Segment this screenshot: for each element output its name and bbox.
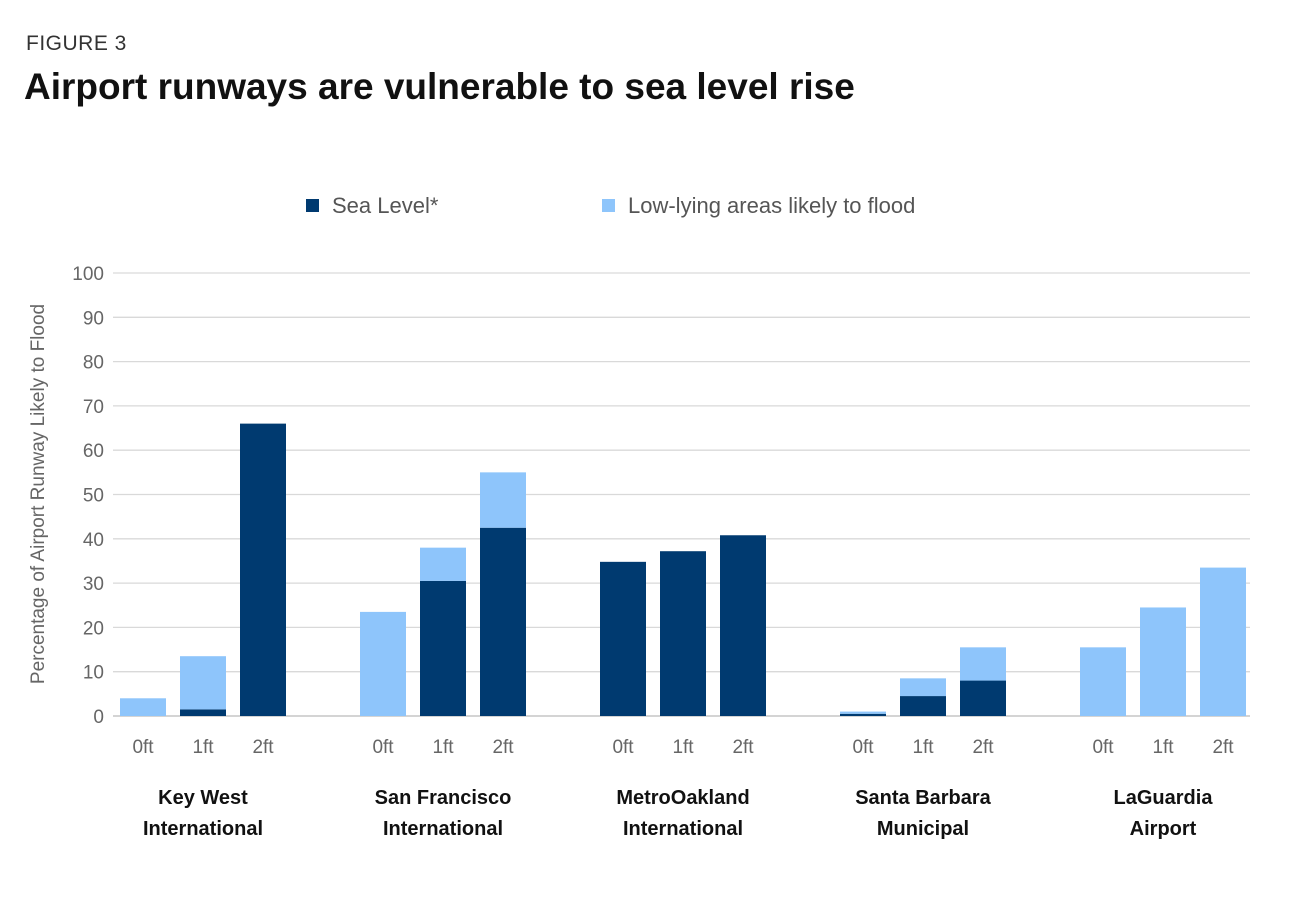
legend-swatch bbox=[602, 199, 615, 212]
y-tick-label: 90 bbox=[83, 308, 104, 329]
group-label: San Francisco bbox=[375, 787, 512, 809]
chart-title: Airport runways are vulnerable to sea le… bbox=[24, 66, 855, 107]
group-label: Santa Barbara bbox=[855, 787, 991, 809]
bar-low-lying bbox=[180, 656, 226, 710]
group-label: LaGuardia bbox=[1114, 787, 1214, 809]
x-tick-label: 0ft bbox=[852, 737, 874, 758]
y-tick-label: 0 bbox=[93, 707, 104, 728]
legend-label: Low-lying areas likely to flood bbox=[628, 193, 915, 218]
bar-low-lying bbox=[480, 472, 526, 528]
y-tick-label: 20 bbox=[83, 618, 104, 639]
bar-sea-level bbox=[420, 580, 466, 716]
bar-low-lying bbox=[1080, 647, 1126, 716]
bar-sea-level bbox=[600, 561, 646, 716]
legend: Sea Level* Low-lying areas likely to floo… bbox=[306, 193, 915, 218]
y-tick-label: 30 bbox=[83, 574, 104, 595]
y-tick-label: 60 bbox=[83, 441, 104, 462]
x-tick-label: 1ft bbox=[192, 737, 214, 758]
bar-low-lying bbox=[900, 678, 946, 697]
bar-sea-level bbox=[960, 680, 1006, 716]
x-tick-label: 1ft bbox=[1152, 737, 1174, 758]
bar-low-lying bbox=[1140, 607, 1186, 716]
group-label: Key West bbox=[158, 787, 248, 809]
x-tick-label: 2ft bbox=[492, 737, 514, 758]
bar-low-lying bbox=[360, 611, 406, 716]
bar-low-lying bbox=[960, 647, 1006, 681]
group-label: International bbox=[623, 818, 743, 840]
legend-label: Sea Level* bbox=[332, 193, 439, 218]
x-tick-label: 1ft bbox=[912, 737, 934, 758]
bars bbox=[120, 423, 1246, 716]
y-tick-label: 80 bbox=[83, 353, 104, 374]
y-tick-label: 50 bbox=[83, 486, 104, 507]
x-tick-label: 2ft bbox=[732, 737, 754, 758]
x-tick-label: 0ft bbox=[612, 737, 634, 758]
figure-label: FIGURE 3 bbox=[26, 32, 127, 55]
bar-sea-level bbox=[480, 527, 526, 716]
group-label: International bbox=[383, 818, 503, 840]
y-tick-label: 70 bbox=[83, 397, 104, 418]
x-tick-label: 2ft bbox=[1212, 737, 1234, 758]
x-tick-label: 0ft bbox=[1092, 737, 1114, 758]
x-tick-label: 1ft bbox=[672, 737, 694, 758]
y-tick-label: 10 bbox=[83, 663, 104, 684]
group-label: MetroOakland bbox=[616, 787, 749, 809]
y-tick-label: 100 bbox=[72, 264, 104, 285]
x-tick-label: 0ft bbox=[372, 737, 394, 758]
group-label: International bbox=[143, 818, 263, 840]
x-axis: 0ft 1ft 2ft Key West International 0ft 1ft 2ft S… bbox=[132, 737, 1234, 840]
x-tick-label: 2ft bbox=[972, 737, 994, 758]
y-axis: 0 10 20 30 40 50 60 70 80 90 100 bbox=[72, 264, 104, 728]
x-tick-label: 0ft bbox=[132, 737, 154, 758]
bar-low-lying bbox=[120, 698, 166, 716]
bar-sea-level bbox=[660, 551, 706, 716]
bar-sea-level bbox=[240, 423, 286, 716]
bar-sea-level bbox=[840, 713, 886, 716]
bar-low-lying bbox=[1200, 567, 1246, 716]
bar-sea-level bbox=[720, 535, 766, 716]
bar-low-lying bbox=[420, 547, 466, 581]
group-label: Airport bbox=[1130, 818, 1197, 840]
y-axis-label: Percentage of Airport Runway Likely to F… bbox=[28, 304, 49, 684]
x-tick-label: 1ft bbox=[432, 737, 454, 758]
group-label: Municipal bbox=[877, 818, 969, 840]
x-tick-label: 2ft bbox=[252, 737, 274, 758]
bar-sea-level bbox=[900, 696, 946, 716]
y-tick-label: 40 bbox=[83, 530, 104, 551]
bar-low-lying bbox=[840, 711, 886, 714]
legend-swatch bbox=[306, 199, 319, 212]
bar-sea-level bbox=[180, 709, 226, 716]
